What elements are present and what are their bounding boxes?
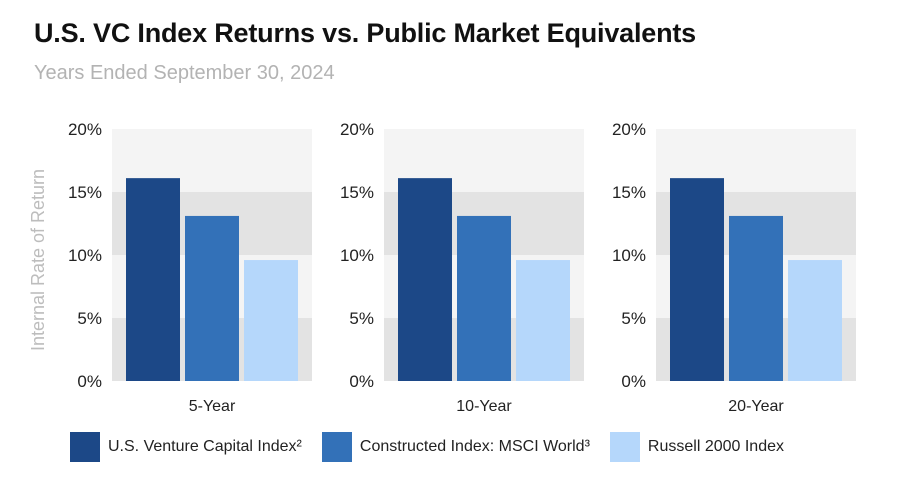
y-tick-label: 0% <box>349 372 374 391</box>
y-tick-label: 20% <box>340 120 374 139</box>
bar <box>126 178 180 381</box>
legend-label-russell: Russell 2000 Index <box>647 438 784 455</box>
charts-area: 0% 5% 10% 15% 20% 5-Year 0% 5% 10% 15% 20% 10-Year 0… <box>28 120 856 415</box>
y-tick-label: 5% <box>349 309 374 328</box>
legend-swatch-russell <box>609 432 640 462</box>
y-tick-label: 15% <box>612 183 646 202</box>
legend-swatch-msci <box>321 432 352 462</box>
y-tick-label: 15% <box>340 183 374 202</box>
bar <box>185 215 239 381</box>
y-tick-label: 0% <box>77 372 102 391</box>
bar <box>788 260 842 381</box>
y-axis-label: Internal Rate of Return <box>28 169 48 351</box>
y-tick-label: 10% <box>340 246 374 265</box>
bar <box>729 215 783 381</box>
legend-label-msci: Constructed Index: MSCI World³ <box>359 438 590 455</box>
legend-swatch-vc <box>70 432 100 462</box>
legend-item-msci: Constructed Index: MSCI World³ <box>321 432 590 462</box>
legend: U.S. Venture Capital Index² Constructed … <box>70 432 804 462</box>
bar <box>398 178 452 381</box>
bar <box>457 215 511 381</box>
y-tick-label: 5% <box>77 309 102 328</box>
legend-item-russell: Russell 2000 Index <box>609 432 784 462</box>
y-tick-label: 5% <box>621 309 646 328</box>
y-tick-label: 15% <box>68 183 102 202</box>
x-category-label: 5-Year <box>189 398 236 415</box>
x-category-label: 10-Year <box>456 398 512 415</box>
y-tick-label: 0% <box>621 372 646 391</box>
y-tick-label: 20% <box>612 120 646 139</box>
chart-subtitle: Years Ended September 30, 2024 <box>34 62 335 84</box>
x-category-label: 20-Year <box>728 398 784 415</box>
bar <box>244 260 298 381</box>
y-tick-label: 20% <box>68 120 102 139</box>
legend-item-vc: U.S. Venture Capital Index² <box>70 432 302 462</box>
legend-label-vc: U.S. Venture Capital Index² <box>108 438 302 455</box>
bar <box>670 178 724 381</box>
bar <box>516 260 570 381</box>
y-tick-label: 10% <box>612 246 646 265</box>
y-tick-label: 10% <box>68 246 102 265</box>
chart-title: U.S. VC Index Returns vs. Public Market … <box>34 18 696 48</box>
